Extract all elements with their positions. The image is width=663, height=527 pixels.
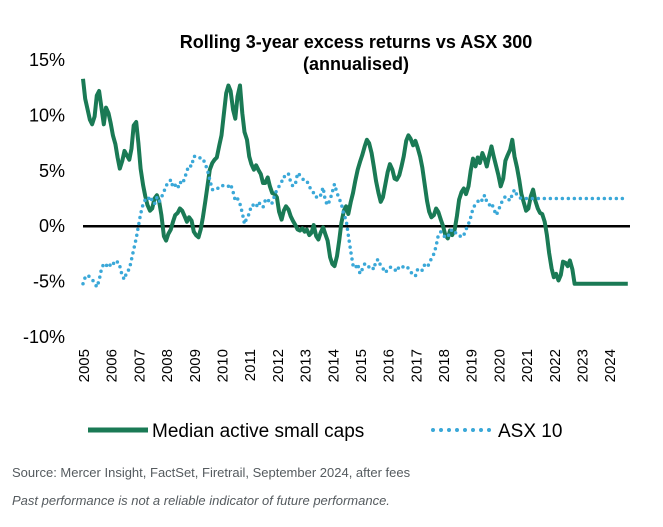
x-tick-label: 2008	[159, 349, 176, 382]
x-tick-label: 2010	[214, 349, 231, 382]
legend-label-asx10: ASX 10	[498, 421, 562, 442]
y-tick-label: 0%	[39, 216, 65, 236]
y-tick-label: -5%	[33, 272, 65, 292]
series-layer	[81, 78, 630, 292]
series-line-median-active-small-caps	[81, 78, 628, 286]
x-tick-label: 2018	[436, 349, 453, 382]
x-tick-label: 2014	[325, 349, 342, 382]
y-tick-label: 5%	[39, 161, 65, 181]
x-tick-label: 2009	[187, 349, 204, 382]
chart-title-line-2: (annualised)	[303, 54, 409, 74]
x-tick-label: 2013	[298, 349, 315, 382]
y-tick-label: 15%	[29, 50, 65, 70]
x-tick-label: 2017	[408, 349, 425, 382]
series-line-asx10	[81, 154, 630, 292]
source-note: Source: Mercer Insight, FactSet, Firetra…	[12, 465, 411, 480]
y-tick-label: 10%	[29, 105, 65, 125]
x-tick-label: 2012	[270, 349, 287, 382]
x-tick-label: 2015	[353, 349, 370, 382]
y-tick-label: -10%	[23, 327, 65, 347]
x-tick-label: 2019	[464, 349, 481, 382]
legend-label-median: Median active small caps	[152, 421, 364, 442]
x-tick-label: 2007	[131, 349, 148, 382]
chart: Rolling 3-year excess returns vs ASX 300…	[23, 32, 630, 442]
legend: Median active small caps ASX 10	[88, 421, 562, 442]
x-tick-label: 2016	[381, 349, 398, 382]
x-tick-label: 2011	[242, 349, 259, 381]
disclaimer-note: Past performance is not a reliable indic…	[12, 493, 390, 508]
chart-title-line-1: Rolling 3-year excess returns vs ASX 300	[180, 32, 533, 52]
x-tick-label: 2005	[76, 349, 93, 382]
x-tick-label: 2022	[547, 349, 564, 382]
x-axis-ticks: 2005 2006 2007 2008 2009 2010 2011 2012 2013 2014…	[76, 349, 619, 382]
x-tick-label: 2023	[575, 349, 592, 382]
x-tick-label: 2020	[491, 349, 508, 382]
x-tick-label: 2024	[602, 349, 619, 382]
y-axis-ticks: 15% 10% 5% 0% -5% -10%	[23, 50, 65, 347]
x-tick-label: 2006	[104, 349, 121, 382]
x-tick-label: 2021	[519, 349, 536, 382]
